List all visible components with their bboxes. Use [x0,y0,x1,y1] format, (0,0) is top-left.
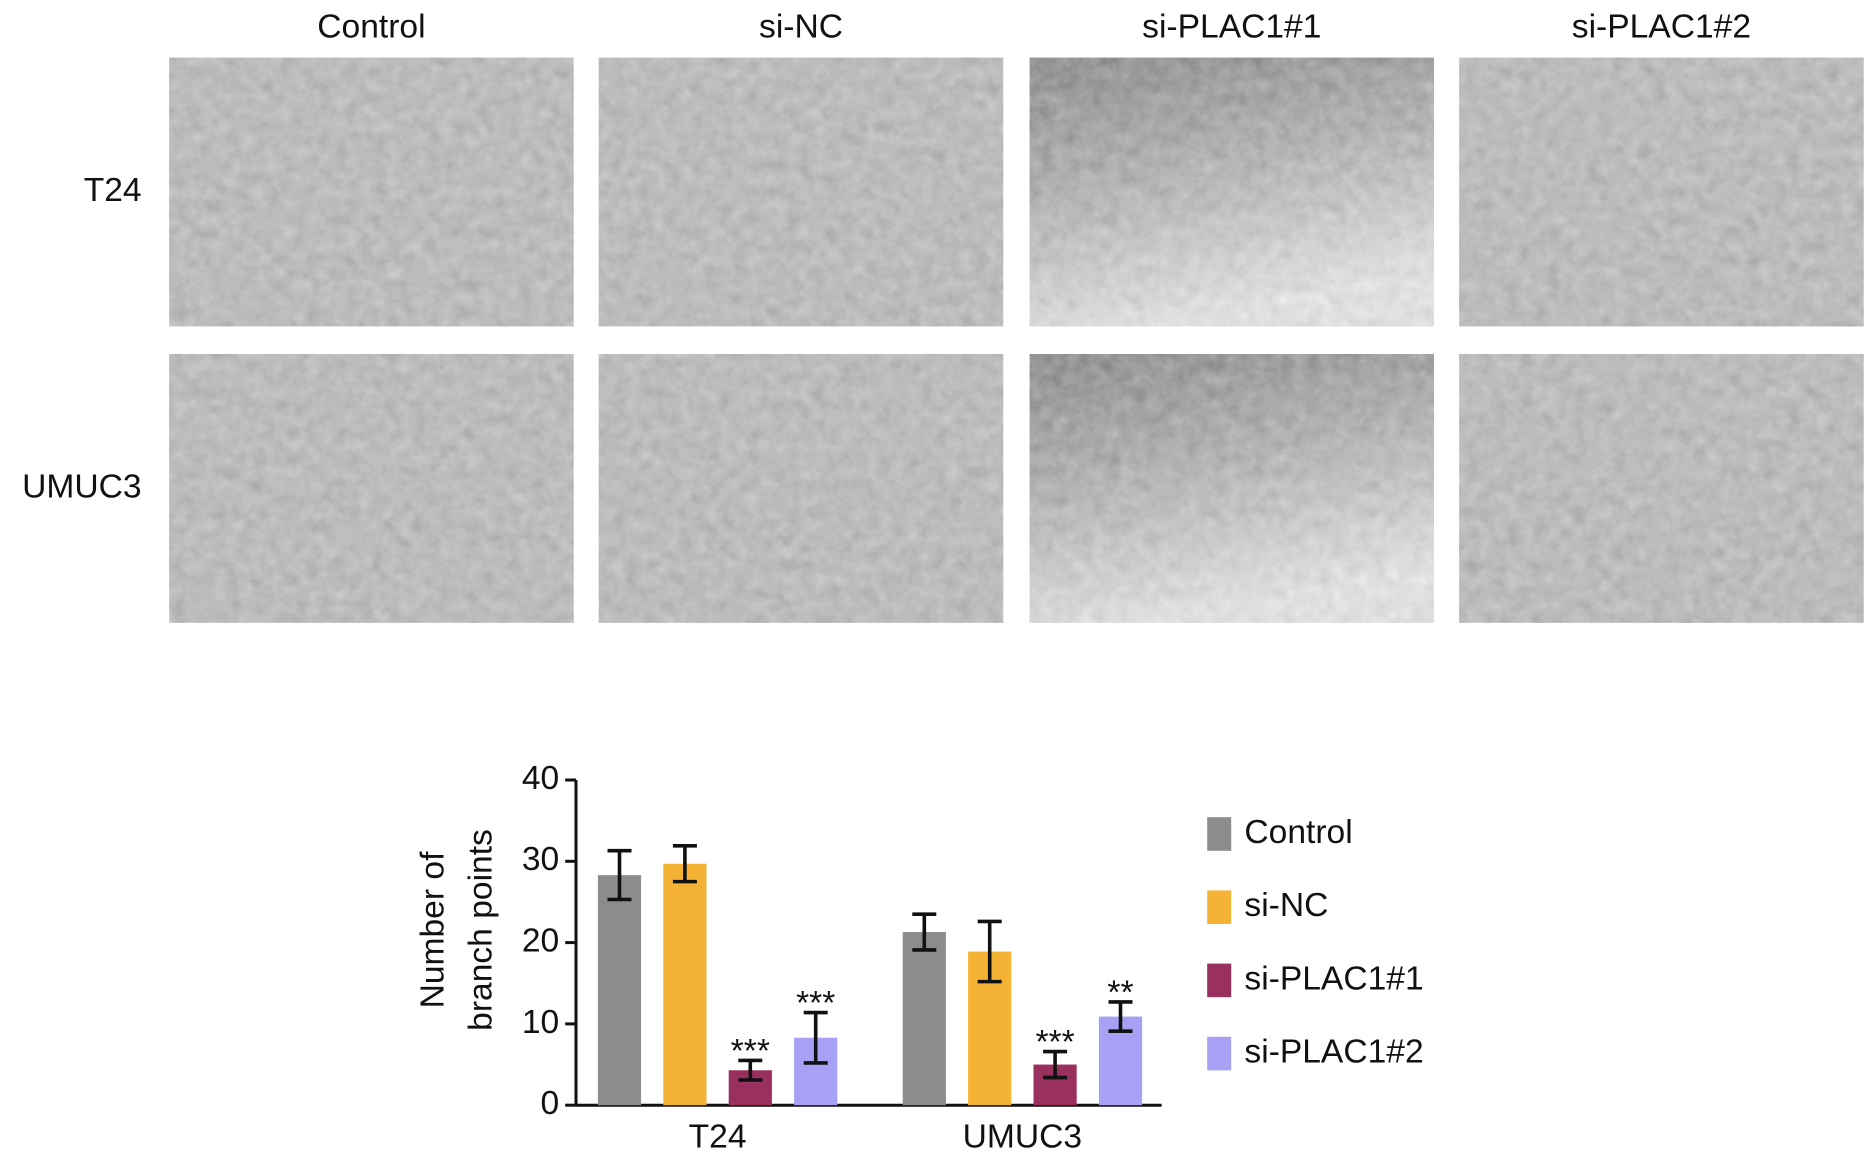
row-label: UMUC3 [22,468,141,505]
legend-label: Control [1244,814,1352,851]
legend-label: si-PLAC1#1 [1244,960,1423,997]
micrograph [169,57,574,327]
column-label: si-NC [759,9,843,46]
y-tick-label: 20 [522,922,559,959]
column-label: Control [317,9,425,46]
significance-label: *** [1035,1024,1074,1061]
micrograph [1029,354,1434,623]
y-tick-label: 10 [522,1004,559,1041]
legend-swatch [1207,963,1232,998]
error-bar [672,844,697,884]
y-tick-label: 0 [541,1085,560,1122]
bar [902,932,946,1106]
column-label: si-PLAC1#1 [1142,9,1321,46]
y-axis-label: branch points [462,829,499,1031]
micrograph [169,354,574,623]
micrograph [1459,354,1864,623]
significance-label: *** [731,1033,770,1070]
bar [663,863,707,1106]
error-bar [1043,1049,1068,1080]
micrograph [598,57,1004,327]
legend-label: si-NC [1244,887,1328,924]
error-bar [977,919,1002,984]
x-tick-label: UMUC3 [963,1119,1082,1156]
significance-label: ** [1107,975,1133,1012]
y-tick-label: 30 [522,841,559,878]
y-tick-label: 40 [522,760,559,797]
error-bar [607,848,632,902]
x-tick-label: T24 [689,1119,747,1156]
legend-swatch [1207,817,1232,851]
error-bar [1108,1000,1133,1034]
legend-label: si-PLAC1#2 [1244,1033,1423,1070]
error-bar [912,912,937,952]
micrograph [598,354,1004,623]
significance-label: *** [796,985,835,1022]
micrograph [1029,57,1434,327]
error-bar [803,1010,828,1065]
error-bar [738,1058,763,1082]
bar [597,875,642,1106]
micrographs: Control si-NC si-PLAC1#1 si-PLAC1#2 T24 UMUC3 [22,9,1864,623]
micrograph [1459,57,1864,327]
row-label: T24 [84,172,142,209]
column-label: si-PLAC1#2 [1572,9,1751,46]
legend-swatch [1207,890,1232,924]
legend-swatch [1207,1036,1232,1071]
y-axis-label: Number of [414,851,451,1008]
